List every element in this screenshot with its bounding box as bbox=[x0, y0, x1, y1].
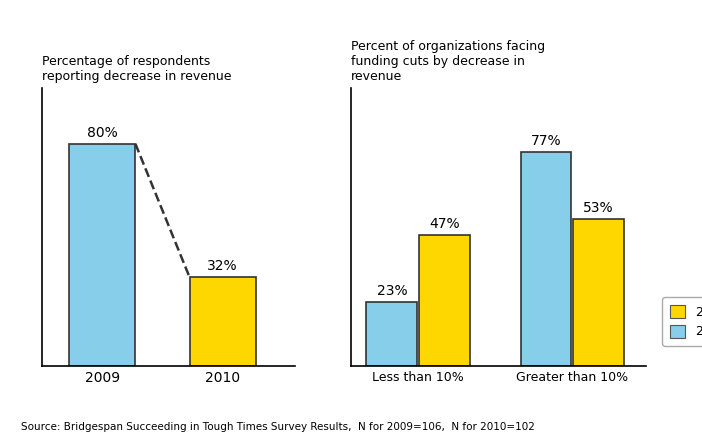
Bar bbox=[521, 152, 571, 366]
Bar bbox=[190, 277, 256, 366]
Bar bbox=[573, 219, 623, 366]
Text: Source: Bridgespan Succeeding in Tough Times Survey Results,  N for 2009=106,  N: Source: Bridgespan Succeeding in Tough T… bbox=[21, 422, 535, 432]
Text: 80%: 80% bbox=[87, 126, 118, 140]
Text: 32%: 32% bbox=[207, 259, 238, 273]
Text: 23%: 23% bbox=[376, 284, 407, 298]
Legend: 2010, 2009: 2010, 2009 bbox=[662, 297, 702, 346]
Text: Percentage of respondents
reporting decrease in revenue: Percentage of respondents reporting decr… bbox=[42, 55, 232, 83]
Text: 53%: 53% bbox=[583, 201, 614, 215]
Bar bbox=[418, 235, 470, 366]
Text: Percent of organizations facing
funding cuts by decrease in
revenue: Percent of organizations facing funding … bbox=[351, 40, 545, 83]
Bar bbox=[366, 302, 417, 366]
Bar bbox=[69, 144, 135, 366]
Text: 47%: 47% bbox=[429, 217, 459, 231]
Text: 77%: 77% bbox=[531, 134, 562, 148]
